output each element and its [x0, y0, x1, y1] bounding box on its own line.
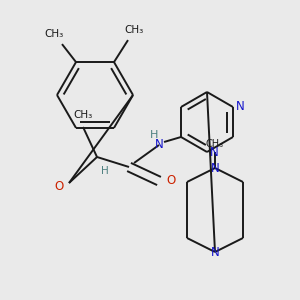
Text: CH₃: CH₃: [74, 110, 93, 120]
Text: CH₃: CH₃: [206, 139, 224, 149]
Text: O: O: [167, 175, 176, 188]
Text: H: H: [150, 130, 158, 140]
Text: N: N: [211, 245, 219, 259]
Text: H: H: [101, 166, 109, 176]
Text: N: N: [211, 161, 219, 175]
Text: O: O: [54, 181, 64, 194]
Text: N: N: [210, 146, 218, 158]
Text: CH₃: CH₃: [44, 29, 64, 39]
Text: N: N: [154, 139, 164, 152]
Text: CH₃: CH₃: [124, 25, 144, 35]
Text: N: N: [236, 100, 244, 113]
